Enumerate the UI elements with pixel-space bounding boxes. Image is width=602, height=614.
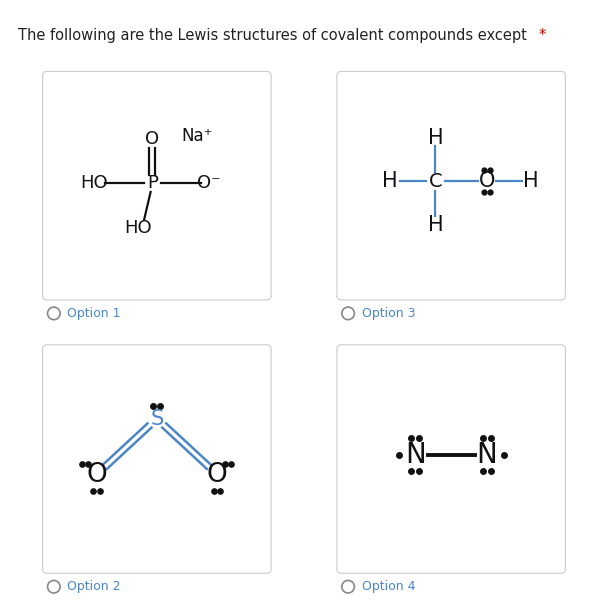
FancyBboxPatch shape	[43, 344, 271, 573]
Text: P: P	[147, 174, 158, 192]
Text: H: H	[427, 215, 443, 235]
Text: H: H	[427, 128, 443, 147]
Text: O: O	[86, 462, 107, 488]
Text: Option 4: Option 4	[362, 580, 415, 593]
FancyBboxPatch shape	[43, 71, 271, 300]
Text: S: S	[150, 409, 164, 429]
Text: *: *	[539, 28, 546, 42]
Text: HO: HO	[80, 174, 108, 192]
Text: HO: HO	[124, 219, 152, 237]
Text: H: H	[382, 171, 397, 191]
Text: C: C	[429, 172, 442, 191]
FancyBboxPatch shape	[337, 344, 565, 573]
Text: Option 2: Option 2	[67, 580, 121, 593]
Text: O: O	[479, 171, 495, 191]
Text: O: O	[145, 130, 160, 147]
Text: The following are the Lewis structures of covalent compounds except: The following are the Lewis structures o…	[18, 28, 532, 42]
Text: H: H	[523, 171, 539, 191]
FancyBboxPatch shape	[337, 71, 565, 300]
Text: Option 3: Option 3	[362, 307, 415, 320]
Text: Na⁺: Na⁺	[182, 128, 213, 146]
Text: Option 1: Option 1	[67, 307, 121, 320]
Text: O: O	[207, 462, 228, 488]
Text: O⁻: O⁻	[197, 174, 220, 192]
Text: N: N	[477, 440, 497, 468]
Text: N: N	[405, 440, 426, 468]
